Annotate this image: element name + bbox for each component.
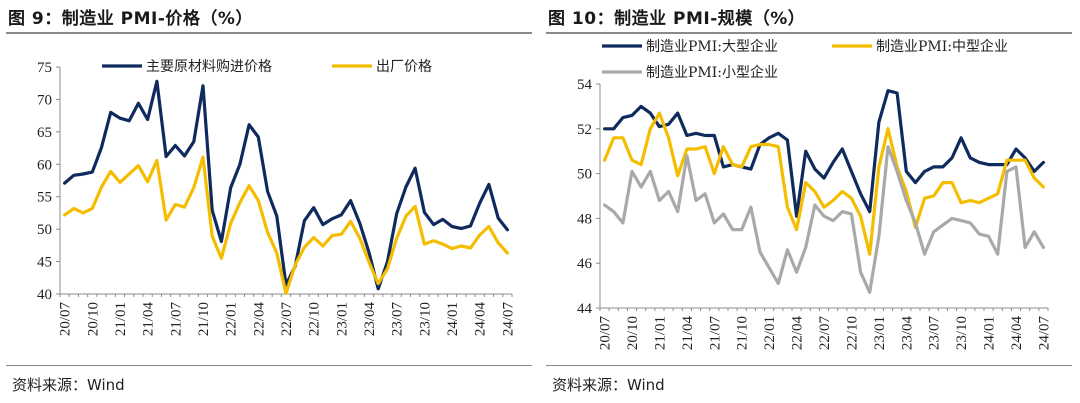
x-tick-label: 23/10 xyxy=(417,302,433,336)
left-bottom-divider xyxy=(6,365,532,366)
legend-label: 制造业PMI:大型企业 xyxy=(646,38,778,55)
y-tick-label: 44 xyxy=(577,301,593,317)
legend-label: 制造业PMI:小型企业 xyxy=(646,64,778,81)
x-tick-label: 22/10 xyxy=(844,316,860,350)
x-tick-label: 20/10 xyxy=(85,302,101,336)
x-tick-label: 22/07 xyxy=(279,302,295,337)
x-tick-label: 21/01 xyxy=(652,316,668,350)
x-tick-label: 24/01 xyxy=(445,302,461,336)
x-tick-label: 23/01 xyxy=(334,302,350,336)
right-line-chart: 44 46 48 50 52 54 20/07 20/10 21/01 21/04 21/07 21/… xyxy=(577,38,1052,351)
y-tick-label: 50 xyxy=(577,167,592,183)
y-tick-label: 54 xyxy=(577,77,593,93)
x-tick-label: 24/01 xyxy=(982,316,998,350)
x-tick-label: 24/07 xyxy=(1036,316,1052,351)
x-tick-label: 23/01 xyxy=(872,316,888,350)
x-tick-label: 21/01 xyxy=(113,302,129,336)
y-tick-label: 70 xyxy=(37,92,52,108)
x-tick-label: 21/07 xyxy=(168,302,184,337)
x-tick-label: 22/04 xyxy=(251,302,267,337)
x-tick-label: 21/04 xyxy=(141,302,157,337)
left-source-note: 资料来源：Wind xyxy=(12,376,125,394)
y-tick-label: 60 xyxy=(37,157,52,173)
x-tick-label: 23/07 xyxy=(390,302,406,337)
y-tick-label: 46 xyxy=(577,256,593,272)
x-tick-label: 22/01 xyxy=(762,316,778,350)
x-tick-label: 22/04 xyxy=(790,316,806,351)
x-tick-label: 20/07 xyxy=(58,302,74,337)
legend-label: 出厂价格 xyxy=(376,59,432,75)
right-chart-panel: 图 10：制造业 PMI-规模（%） 44 46 48 50 52 54 20/07 20/1… xyxy=(540,0,1080,403)
right-bottom-divider xyxy=(546,365,1072,366)
left-title-divider xyxy=(6,32,532,34)
left-chart-panel: 图 9：制造业 PMI-价格（%） 40 45 50 55 60 65 70 75 20/07 2… xyxy=(6,9,532,394)
x-tick-label: 23/10 xyxy=(954,316,970,350)
y-tick-label: 50 xyxy=(37,222,52,238)
left-chart-title: 图 9：制造业 PMI-价格（%） xyxy=(8,9,253,29)
x-tick-label: 23/07 xyxy=(927,316,943,351)
y-tick-label: 75 xyxy=(37,60,52,76)
y-tick-label: 52 xyxy=(577,122,592,138)
x-tick-label: 23/04 xyxy=(899,316,915,351)
x-tick-label: 24/04 xyxy=(473,302,489,337)
right-source-note: 资料来源：Wind xyxy=(552,376,665,394)
series-line xyxy=(602,89,1045,218)
x-tick-label: 21/04 xyxy=(680,316,696,351)
x-tick-label: 24/07 xyxy=(500,302,516,337)
legend-label: 制造业PMI:中型企业 xyxy=(876,38,1008,55)
series-line xyxy=(602,111,1045,256)
y-tick-label: 55 xyxy=(37,190,52,206)
x-tick-label: 21/10 xyxy=(735,316,751,350)
x-tick-label: 20/07 xyxy=(598,316,614,351)
x-tick-label: 21/07 xyxy=(707,316,723,351)
y-tick-label: 40 xyxy=(37,287,52,303)
x-tick-label: 21/10 xyxy=(196,302,212,336)
y-tick-label: 45 xyxy=(37,255,52,271)
right-title-divider xyxy=(546,32,1072,34)
x-tick-label: 22/07 xyxy=(817,316,833,351)
x-tick-label: 23/04 xyxy=(362,302,378,337)
y-tick-label: 65 xyxy=(37,125,52,141)
x-tick-label: 24/04 xyxy=(1009,316,1025,351)
legend-label: 主要原材料购进价格 xyxy=(146,59,272,75)
series-line xyxy=(62,79,509,291)
series-line xyxy=(62,155,509,295)
x-tick-label: 20/10 xyxy=(625,316,641,350)
x-tick-label: 22/01 xyxy=(224,302,240,336)
x-tick-label: 22/10 xyxy=(307,302,323,336)
left-line-chart: 40 45 50 55 60 65 70 75 20/07 20/10 21/01 21/04 21/0… xyxy=(37,59,516,337)
right-chart-title: 图 10：制造业 PMI-规模（%） xyxy=(548,9,806,29)
series-line xyxy=(602,145,1045,294)
y-tick-label: 48 xyxy=(577,211,592,227)
